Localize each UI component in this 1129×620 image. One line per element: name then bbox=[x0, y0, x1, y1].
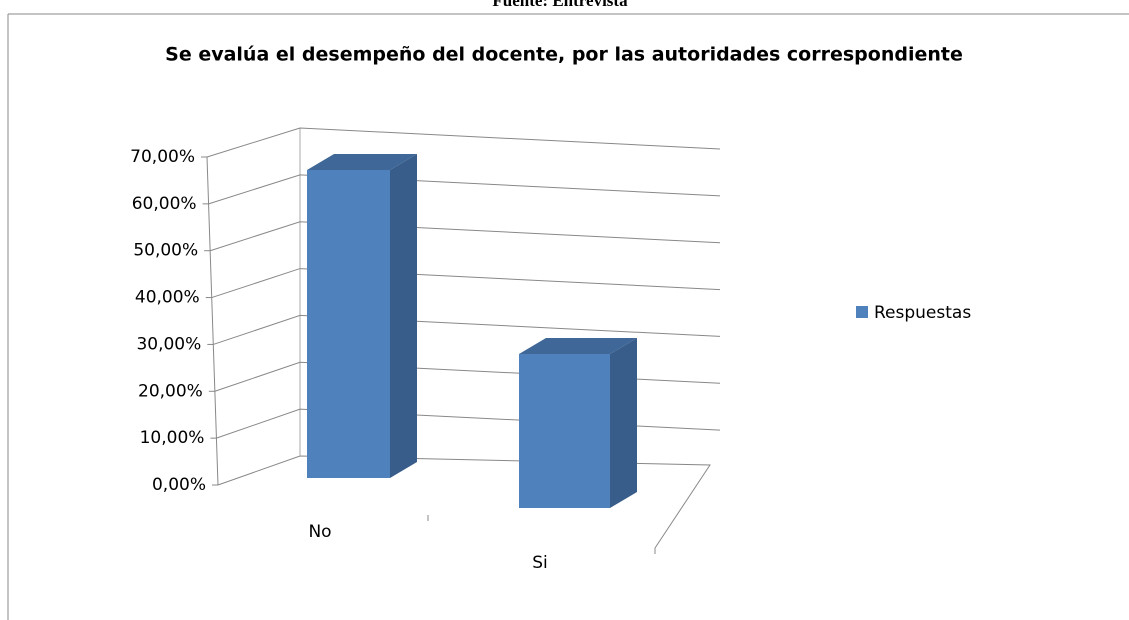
grid-line bbox=[216, 408, 721, 439]
y-tick-label: 50,00% bbox=[133, 241, 198, 261]
grid-line bbox=[213, 314, 721, 345]
y-tick-label: 60,00% bbox=[132, 194, 197, 214]
grid-line bbox=[209, 221, 721, 252]
bar-top bbox=[519, 338, 637, 355]
legend-label: Respuestas bbox=[874, 303, 971, 323]
source-note: Fuente: Entrevista bbox=[492, 0, 628, 10]
grid-line bbox=[206, 127, 721, 158]
grid-line bbox=[208, 174, 721, 205]
legend-swatch bbox=[856, 306, 868, 318]
y-tick-label: 30,00% bbox=[136, 334, 201, 354]
bar bbox=[519, 354, 610, 508]
bar bbox=[307, 169, 390, 478]
y-tick-label: 20,00% bbox=[138, 381, 203, 401]
axis-line bbox=[206, 156, 219, 486]
bar-side bbox=[610, 338, 637, 508]
y-tick-label: 40,00% bbox=[135, 288, 200, 308]
floor bbox=[217, 455, 711, 549]
bar-side bbox=[390, 153, 417, 478]
y-tick-label: 70,00% bbox=[130, 147, 195, 167]
y-tick-label: 0,00% bbox=[152, 475, 206, 495]
x-tick-label: No bbox=[308, 522, 331, 542]
grid-line bbox=[211, 268, 721, 299]
chart-title: Se evalúa el desempeño del docente, por … bbox=[165, 44, 963, 66]
x-tick-label: Si bbox=[532, 553, 548, 573]
y-tick-label: 10,00% bbox=[140, 428, 205, 448]
bar-top bbox=[307, 153, 417, 170]
grid-line bbox=[214, 361, 721, 392]
